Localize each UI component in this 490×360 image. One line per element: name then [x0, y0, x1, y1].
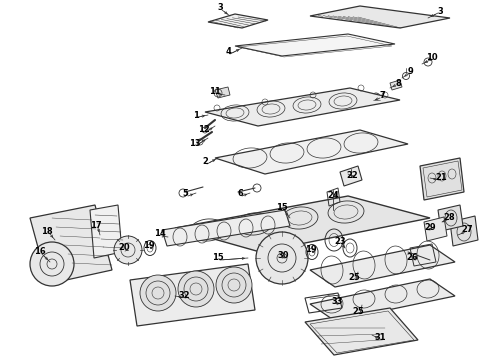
Text: 16: 16	[34, 248, 46, 256]
Circle shape	[30, 242, 74, 286]
Text: 33: 33	[331, 297, 343, 306]
Text: 14: 14	[154, 230, 166, 238]
Polygon shape	[90, 205, 122, 258]
Text: 7: 7	[379, 91, 385, 100]
Text: 22: 22	[346, 171, 358, 180]
Polygon shape	[310, 245, 455, 287]
Polygon shape	[438, 205, 463, 231]
Polygon shape	[310, 6, 450, 28]
Text: 9: 9	[407, 68, 413, 77]
Text: 11: 11	[209, 87, 221, 96]
Text: 2: 2	[202, 158, 208, 166]
Text: 30: 30	[277, 251, 289, 260]
Text: 26: 26	[406, 253, 418, 262]
Polygon shape	[162, 210, 290, 246]
Circle shape	[256, 232, 308, 284]
Text: 29: 29	[424, 224, 436, 233]
Polygon shape	[215, 87, 230, 98]
Circle shape	[216, 267, 252, 303]
Polygon shape	[130, 264, 255, 326]
Polygon shape	[340, 166, 362, 186]
Text: 12: 12	[198, 126, 210, 135]
Text: 32: 32	[178, 292, 190, 301]
Polygon shape	[215, 130, 408, 174]
Text: 31: 31	[374, 333, 386, 342]
Polygon shape	[305, 308, 418, 355]
Text: 25: 25	[348, 274, 360, 283]
Polygon shape	[450, 216, 478, 246]
Polygon shape	[208, 14, 268, 28]
Circle shape	[140, 275, 176, 311]
Text: 24: 24	[327, 192, 339, 201]
Text: 13: 13	[189, 139, 201, 148]
Text: 20: 20	[118, 243, 130, 252]
Text: 15: 15	[212, 253, 224, 262]
Polygon shape	[390, 80, 402, 90]
Text: 3: 3	[217, 4, 223, 13]
Text: 1: 1	[193, 111, 199, 120]
Text: 19: 19	[305, 246, 317, 255]
Text: 27: 27	[461, 225, 473, 234]
Text: 21: 21	[435, 174, 447, 183]
Polygon shape	[424, 217, 447, 241]
Polygon shape	[310, 279, 455, 321]
Text: 23: 23	[334, 238, 346, 247]
Polygon shape	[30, 205, 112, 284]
Circle shape	[114, 236, 142, 264]
Text: 4: 4	[225, 48, 231, 57]
Polygon shape	[420, 158, 464, 200]
Text: 19: 19	[143, 242, 155, 251]
Text: 15: 15	[276, 203, 288, 212]
Circle shape	[178, 271, 214, 307]
Text: 6: 6	[237, 189, 243, 198]
Polygon shape	[175, 196, 430, 252]
Polygon shape	[235, 34, 395, 56]
Text: 3: 3	[437, 8, 443, 17]
Text: 10: 10	[426, 54, 438, 63]
Text: 28: 28	[443, 213, 455, 222]
Text: 18: 18	[41, 228, 53, 237]
Text: 17: 17	[90, 221, 102, 230]
Text: 25: 25	[352, 307, 364, 316]
Text: 8: 8	[395, 78, 401, 87]
Polygon shape	[205, 88, 400, 126]
Text: 5: 5	[182, 189, 188, 198]
